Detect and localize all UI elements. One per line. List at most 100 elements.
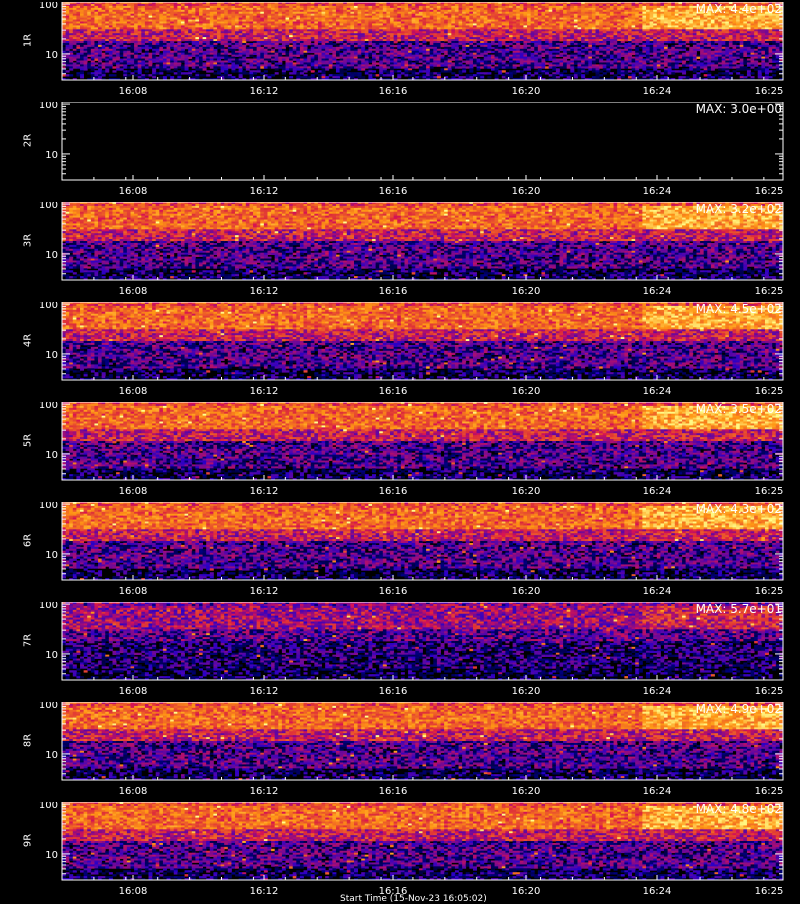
heatmap-cell <box>116 37 121 40</box>
heatmap-cell <box>509 27 514 30</box>
heatmap-cell <box>393 15 398 18</box>
heatmap-cell <box>343 23 348 26</box>
heatmap-cell <box>260 48 265 52</box>
heatmap-cell <box>303 44 308 48</box>
heatmap-cell <box>162 35 167 38</box>
heatmap-cell <box>144 33 149 36</box>
heatmap-cell <box>426 60 431 63</box>
heatmap-cell <box>364 35 369 38</box>
heatmap-cell <box>209 50 214 54</box>
heatmap-cell <box>191 76 196 79</box>
heatmap-cell <box>159 11 164 15</box>
heatmap-cell <box>426 13 431 17</box>
heatmap-cell <box>537 41 542 44</box>
heatmap-cell <box>231 7 236 11</box>
heatmap-cell <box>281 70 286 73</box>
heatmap-cell <box>170 11 175 15</box>
heatmap-cell <box>285 17 290 20</box>
heatmap-cell <box>469 56 474 59</box>
heatmap-cell <box>206 70 211 73</box>
heatmap-cell <box>534 66 539 69</box>
heatmap-cell <box>303 42 308 46</box>
heatmap-cell <box>415 64 420 67</box>
heatmap-cell <box>76 25 81 28</box>
heatmap-cell <box>202 29 207 32</box>
heatmap-cell <box>180 39 185 42</box>
heatmap-cell <box>548 39 553 42</box>
heatmap-cell <box>224 74 229 77</box>
heatmap-cell <box>411 72 416 75</box>
heatmap-cell <box>231 27 236 30</box>
heatmap-cell <box>137 13 142 17</box>
heatmap-cell <box>253 2 258 5</box>
heatmap-cell <box>245 48 250 52</box>
heatmap-cell <box>271 56 276 59</box>
heatmap-cell <box>126 23 131 26</box>
heatmap-cell <box>267 15 272 18</box>
heatmap-cell <box>112 29 117 32</box>
heatmap-cell <box>494 66 499 69</box>
heatmap-cell <box>83 54 88 57</box>
heatmap-cell <box>519 31 524 34</box>
heatmap-cell <box>108 21 113 24</box>
heatmap-cell <box>382 25 387 28</box>
heatmap-cell <box>224 25 229 28</box>
heatmap-cell <box>422 76 427 79</box>
heatmap-cell <box>469 7 474 11</box>
heatmap-cell <box>476 31 481 34</box>
heatmap-cell <box>433 3 438 7</box>
heatmap-cell <box>440 27 445 30</box>
heatmap-cell <box>382 15 387 18</box>
heatmap-cell <box>303 50 308 54</box>
heatmap-cell <box>141 37 146 40</box>
heatmap-cell <box>267 25 272 28</box>
heatmap-cell <box>303 13 308 17</box>
heatmap-cell <box>278 66 283 69</box>
heatmap-cell <box>408 19 413 22</box>
heatmap-cell <box>361 44 366 48</box>
heatmap-cell <box>372 37 377 40</box>
heatmap-cell <box>249 3 254 7</box>
heatmap-cell <box>310 15 315 18</box>
heatmap-cell <box>281 27 286 30</box>
heatmap-cell <box>94 66 99 69</box>
heatmap-cell <box>397 46 402 50</box>
heatmap-cell <box>119 5 124 9</box>
heatmap-cell <box>552 39 557 42</box>
heatmap-cell <box>76 42 81 46</box>
heatmap-cell <box>227 2 232 5</box>
heatmap-cell <box>516 7 521 11</box>
heatmap-cell <box>224 66 229 69</box>
heatmap-cell <box>184 7 189 11</box>
heatmap-cell <box>173 56 178 59</box>
heatmap-cell <box>155 2 160 5</box>
heatmap-cell <box>231 17 236 20</box>
heatmap-cell <box>415 72 420 75</box>
heatmap-cell <box>80 54 85 57</box>
heatmap-cell <box>101 78 106 81</box>
heatmap-cell <box>144 46 149 50</box>
heatmap-cell <box>170 41 175 44</box>
heatmap-cell <box>263 66 268 69</box>
heatmap-cell <box>224 42 229 46</box>
heatmap-cell <box>458 17 463 20</box>
heatmap-cell <box>116 29 121 32</box>
heatmap-cell <box>166 19 171 22</box>
heatmap-cell <box>235 64 240 67</box>
heatmap-cell <box>527 66 532 69</box>
heatmap-cell <box>530 62 535 65</box>
heatmap-cell <box>314 78 319 81</box>
heatmap-cell <box>357 68 362 71</box>
heatmap-cell <box>213 29 218 32</box>
heatmap-cell <box>483 7 488 11</box>
heatmap-cell <box>534 31 539 34</box>
heatmap-cell <box>220 50 225 54</box>
heatmap-cell <box>173 2 178 5</box>
heatmap-cell <box>512 35 517 38</box>
heatmap-cell <box>191 44 196 48</box>
heatmap-cell <box>289 2 294 5</box>
heatmap-cell <box>541 78 546 81</box>
heatmap-cell <box>271 33 276 36</box>
heatmap-cell <box>483 48 488 52</box>
heatmap-cell <box>314 7 319 11</box>
